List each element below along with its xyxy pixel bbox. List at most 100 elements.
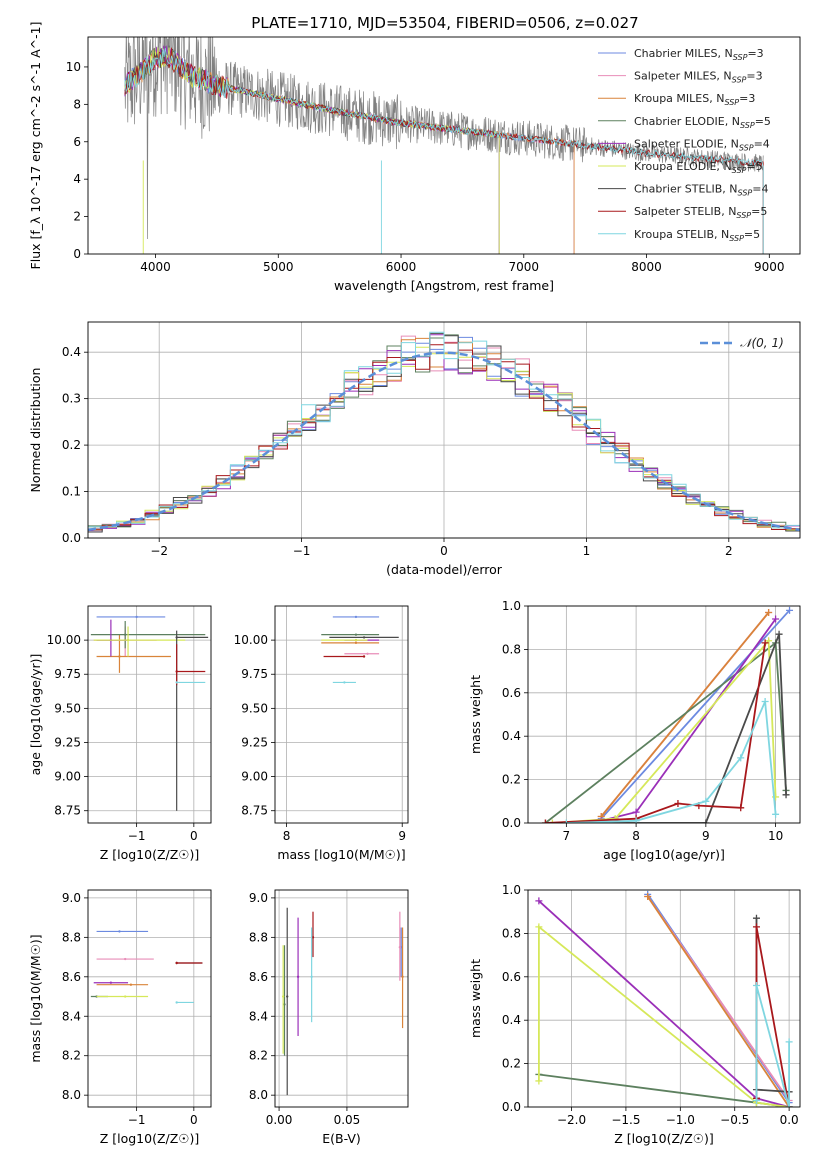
y-tick-label: 8.75 — [241, 804, 268, 818]
errorbar-point — [123, 633, 127, 636]
y-tick-label: 8.0 — [249, 1088, 268, 1102]
x-tick-label: 0 — [190, 1113, 198, 1127]
x-axis-label: Z [log10(Z/Z☉)] — [100, 1131, 200, 1146]
x-tick-label: 7000 — [509, 260, 540, 274]
axes-frame — [527, 889, 801, 1108]
axes-frame — [87, 321, 801, 539]
weight-marker — [772, 615, 780, 623]
errorbar-point — [281, 995, 285, 998]
weight-marker — [752, 923, 760, 931]
x-tick-label: −2.0 — [557, 1113, 586, 1127]
plot-area — [124, 37, 764, 254]
errorbar-point — [310, 975, 313, 978]
x-axis-label: mass [log10(M/M☉)] — [277, 847, 405, 862]
legend-subscript: SSP — [738, 189, 753, 198]
errorbar-point — [123, 995, 127, 998]
x-tick-label: 0 — [440, 544, 448, 558]
plot-area — [90, 930, 203, 1004]
y-tick-label: 2 — [73, 210, 81, 224]
x-tick-label: −1.0 — [666, 1113, 695, 1127]
panel-weight_vs_age: 7 8 9 10 0.0 0.2 0.4 0.6 0.8 1.0 age [log10(age/yr… — [468, 599, 801, 862]
y-tick-label: 4 — [73, 172, 81, 186]
errorbar-point — [175, 670, 178, 673]
panel-weight_vs_Z: −2.0 −1.5 −1.0 −0.5 0.0 0.0 0.2 0.4 0.6 0.8 1.0 Z [… — [468, 883, 801, 1146]
y-tick-label: 9.0 — [62, 891, 81, 905]
y-axis-label: mass weight — [468, 675, 483, 754]
errorbar-point — [109, 981, 113, 984]
panel-mass_vs_EBV: 0.00 0.05 8.0 8.2 8.4 8.6 8.8 9.0 E(B-V) — [249, 889, 409, 1146]
errorbar-point — [129, 983, 133, 986]
weight-marker — [737, 754, 745, 762]
weight-marker — [782, 791, 790, 799]
y-tick-label: 10.00 — [47, 633, 81, 647]
legend-value: =3 — [746, 70, 762, 83]
y-tick-label: 8.8 — [249, 930, 268, 944]
panel-residuals: −2 −1 0 1 2 0.0 0.1 0.2 0.3 0.4 (data-model)/error… — [28, 321, 801, 577]
y-tick-label: 0.4 — [502, 1013, 521, 1027]
weight-marker — [562, 819, 570, 823]
y-tick-label: 10 — [66, 60, 81, 74]
x-tick-label: 0 — [190, 829, 198, 843]
gaussian-reference-curve — [88, 351, 800, 532]
y-axis-label: Flux [f_λ 10^-17 erg cm^-2 s^-1 A^-1] — [28, 22, 43, 270]
weight-line — [544, 641, 787, 823]
weight-marker — [752, 1096, 760, 1104]
legend-subscript: SSP — [732, 76, 747, 85]
x-tick-label: 9000 — [754, 260, 785, 274]
errorbar-point — [354, 638, 358, 642]
x-tick-label: 2 — [725, 544, 733, 558]
legend-label: Chabrier STELIB, NSSP=4 — [634, 183, 768, 198]
legend-value: =3 — [747, 47, 763, 60]
weight-marker — [785, 1038, 793, 1046]
errorbar-point — [343, 681, 346, 684]
y-tick-label: 0.0 — [62, 531, 81, 545]
x-tick-label: 7 — [563, 829, 571, 843]
y-tick-label: 0.8 — [502, 926, 521, 940]
legend-value: =4 — [752, 183, 768, 196]
y-tick-label: 8 — [73, 97, 81, 111]
weight-marker — [752, 914, 760, 922]
y-tick-label: 0.6 — [502, 686, 521, 700]
legend-value: =5 — [746, 160, 762, 173]
panel-age_vs_mass: 8 9 8.75 9.00 9.25 9.50 9.75 10.00 mass [log10(M… — [234, 605, 409, 862]
plot-area — [88, 331, 800, 533]
legend-label: Kroupa MILES, NSSP=3 — [634, 92, 755, 107]
x-tick-label: −1 — [128, 1113, 146, 1127]
weight-marker — [702, 819, 710, 823]
y-axis-label: mass weight — [468, 959, 483, 1038]
errorbar-point — [175, 681, 178, 684]
weight-marker — [548, 819, 556, 823]
y-tick-label: 9.75 — [54, 667, 81, 681]
weight-marker — [702, 797, 710, 805]
errorbar-point — [362, 655, 366, 658]
weight-line — [566, 701, 777, 823]
x-tick-label: −1 — [293, 544, 311, 558]
weight-marker — [535, 897, 543, 905]
x-tick-label: 6000 — [386, 260, 417, 274]
errorbar-point — [175, 636, 178, 639]
y-tick-label: 10.00 — [234, 633, 268, 647]
weight-marker — [752, 981, 760, 989]
y-tick-label: 0.4 — [502, 729, 521, 743]
axes-frame — [274, 605, 409, 824]
weight-marker — [737, 804, 745, 812]
legend-label: Chabrier MILES, NSSP=3 — [634, 47, 764, 62]
legend-subscript: SSP — [739, 143, 754, 152]
plot-area — [321, 615, 399, 684]
errorbar-point — [296, 975, 300, 978]
legend-subscript: SSP — [729, 234, 744, 243]
weight-marker — [632, 808, 640, 816]
legend: Chabrier MILES, NSSP=3 Salpeter MILES, NS… — [598, 47, 771, 243]
weight-marker — [785, 1103, 793, 1107]
legend-label: Salpeter STELIB, NSSP=5 — [634, 205, 767, 220]
weight-marker — [761, 697, 769, 705]
x-tick-label: 5000 — [263, 260, 294, 274]
errorbar-point — [175, 961, 178, 965]
y-tick-label: 0.3 — [62, 392, 81, 406]
weight-line — [538, 1073, 790, 1107]
y-tick-label: 8.0 — [62, 1088, 81, 1102]
legend-subscript: SSP — [740, 121, 755, 130]
weight-line — [646, 895, 790, 1107]
x-tick-label: 8 — [283, 829, 291, 843]
